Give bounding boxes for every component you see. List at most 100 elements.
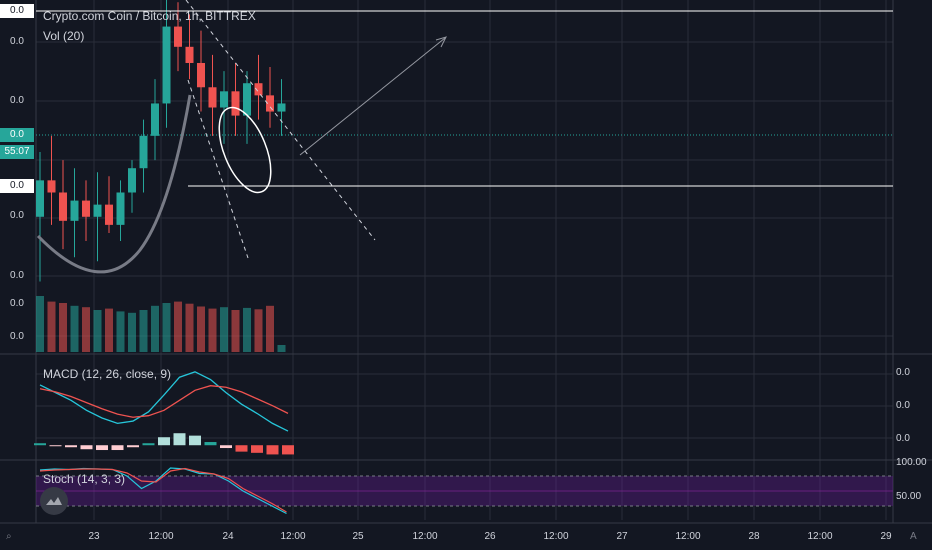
logo-icon [46, 497, 62, 505]
time-label: 25 [352, 531, 364, 542]
macd-axis-label: 0.0 [896, 433, 910, 444]
projection-arrow [299, 37, 446, 156]
candle-body [266, 95, 274, 112]
projection-arrowhead [435, 36, 447, 48]
signal-line [39, 385, 289, 418]
candle-body [197, 62, 205, 88]
time-label: 12:00 [675, 531, 701, 542]
time-label: 12:00 [412, 531, 438, 542]
trend-line [185, 0, 376, 241]
macd-histogram-bar [204, 442, 217, 446]
volume-bar [151, 305, 159, 352]
time-label: 23 [88, 531, 100, 542]
volume-bar [174, 301, 182, 352]
time-label: 27 [616, 531, 628, 542]
macd-histogram-bar [235, 445, 248, 452]
candle-body [139, 135, 148, 169]
candle-body [116, 192, 125, 225]
volume-bar [185, 303, 194, 352]
time-label: 12:00 [543, 531, 569, 542]
volume-bar [70, 305, 79, 352]
price-label: 0.0 [10, 95, 24, 106]
auto-scale-button[interactable]: A [910, 531, 917, 542]
volume-legend[interactable]: Vol (20) [43, 29, 85, 43]
macd-histogram-bar [266, 445, 279, 455]
time-label: 29 [880, 531, 892, 542]
macd-histogram-bar [49, 445, 62, 447]
volume-bar [277, 345, 286, 352]
macd-axis-label: 0.0 [896, 367, 910, 378]
candle-body [105, 204, 113, 225]
candle-body [231, 91, 240, 116]
volume-bar [59, 303, 67, 352]
macd-histogram-bar [127, 445, 139, 448]
volume-bar [266, 305, 274, 352]
time-label: 26 [484, 531, 496, 542]
candle-body [254, 83, 263, 96]
candle-body [220, 91, 228, 108]
stoch-legend[interactable]: Stoch (14, 3, 3) [43, 472, 126, 486]
volume-bars [36, 296, 286, 352]
price-label: 0.0 [10, 298, 24, 309]
time-label: 12:00 [148, 531, 174, 542]
stoch-pane [36, 467, 893, 515]
macd-histogram-bar [158, 437, 170, 446]
pane-separators [0, 0, 932, 524]
highlight-ellipse [218, 106, 272, 194]
user-drawings[interactable] [36, 0, 893, 274]
volume-bar [93, 310, 102, 352]
time-label: 28 [748, 531, 760, 542]
hline-price-label: 0.0 [0, 179, 34, 193]
volume-bar [231, 310, 240, 352]
candles [36, 0, 286, 282]
price-label: 0.0 [10, 331, 24, 342]
candle-body [174, 26, 182, 47]
volume-bar [36, 296, 44, 352]
macd-histogram-bar [80, 445, 93, 450]
macd-pane [34, 371, 294, 455]
volume-bar [82, 307, 90, 352]
macd-histogram-bar [173, 433, 186, 446]
timezone-icon[interactable]: ⌕ [6, 531, 12, 542]
time-label: 24 [222, 531, 234, 542]
time-label: 12:00 [807, 531, 833, 542]
candle-body [36, 180, 44, 217]
macd-histogram-bar [251, 445, 263, 453]
tradingview-logo [40, 487, 68, 515]
volume-bar [47, 301, 56, 352]
volume-bar [139, 310, 148, 352]
macd-line [39, 371, 289, 432]
macd-histogram-bar [65, 445, 77, 448]
candle-body [151, 103, 159, 136]
volume-bar [128, 312, 136, 352]
stoch-d-line [39, 467, 287, 513]
candle-body [185, 46, 194, 63]
macd-histogram-bar [282, 445, 294, 455]
candle-body [162, 26, 171, 104]
stoch-axis-label: 50.00 [896, 491, 922, 502]
current-price-label: 0.0 [0, 128, 34, 142]
volume-bar [105, 308, 113, 352]
candle-body [243, 83, 251, 116]
cup-arc [36, 94, 192, 274]
price-label-top: 0.0 [0, 4, 34, 18]
candle-body [93, 204, 102, 217]
macd-axis-label: 0.0 [896, 400, 910, 411]
volume-bar [254, 309, 263, 352]
candle-body [47, 180, 56, 193]
chart-title: Crypto.com Coin / Bitcoin, 1h, BITTREX [43, 9, 256, 23]
volume-bar [197, 306, 205, 352]
candle-body [70, 200, 79, 221]
volume-bar [243, 307, 251, 352]
volume-bar [116, 311, 125, 352]
candle-body [208, 87, 217, 108]
macd-legend[interactable]: MACD (12, 26, close, 9) [43, 367, 172, 381]
stoch-axis-label: 100.00 [896, 457, 927, 468]
grid-lines [36, 0, 893, 520]
price-label: 0.0 [10, 270, 24, 281]
volume-bar [220, 307, 228, 352]
countdown-label: 55:07 [0, 145, 34, 159]
macd-histogram-bar [96, 445, 108, 451]
candle-body [82, 200, 90, 217]
